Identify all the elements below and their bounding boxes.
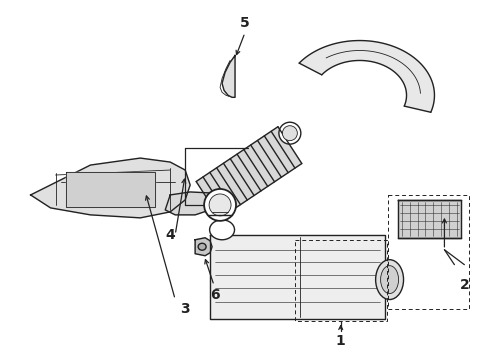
Text: 6: 6 [210,288,220,302]
Ellipse shape [279,122,301,144]
Text: 5: 5 [240,15,250,30]
Ellipse shape [210,220,235,240]
Bar [295,240,387,321]
Ellipse shape [381,266,398,293]
Polygon shape [222,55,235,97]
Text: 3: 3 [180,302,190,316]
Text: 2: 2 [460,278,469,292]
Ellipse shape [282,126,297,141]
Polygon shape [397,200,462,238]
Text: 4: 4 [165,228,175,242]
Polygon shape [210,235,385,319]
Polygon shape [196,127,302,218]
Polygon shape [299,41,435,112]
Ellipse shape [376,260,404,300]
Ellipse shape [204,189,236,221]
Polygon shape [66,172,155,207]
Ellipse shape [198,243,206,250]
Polygon shape [30,158,190,218]
Polygon shape [165,192,215,215]
Polygon shape [195,238,212,256]
Text: 1: 1 [336,334,345,348]
Bar [388,195,469,310]
Ellipse shape [209,194,231,216]
